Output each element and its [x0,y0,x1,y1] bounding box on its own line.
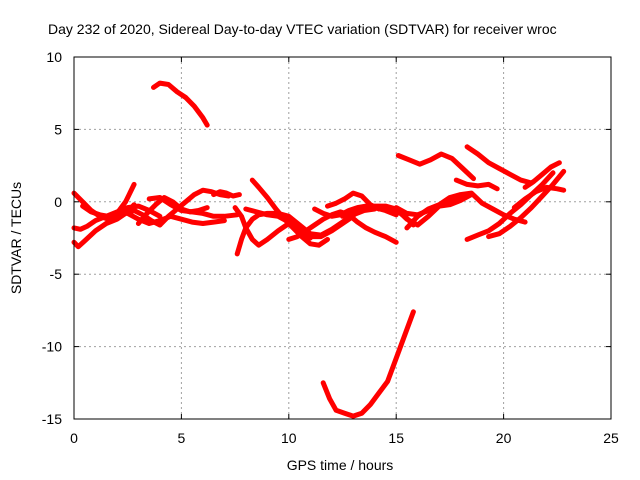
x-axis-title: GPS time / hours [287,457,394,473]
x-tick-label: 25 [603,430,619,446]
series-arc-08 [146,195,240,219]
data-layer [71,80,567,419]
series-arc-high [151,80,210,128]
y-tick-label: 10 [46,49,62,65]
x-tick-label: 5 [178,430,186,446]
y-tick-label: 5 [54,121,62,137]
y-tick-label: -5 [50,266,63,282]
y-axis: -15 -10 -5 0 5 10 [42,49,611,427]
series-arc-04 [80,203,163,228]
series-arc-21 [395,151,476,182]
series-arc-09 [211,189,242,199]
chart-title: Day 232 of 2020, Sidereal Day-to-day VTE… [48,21,557,37]
x-tick-label: 15 [388,430,404,446]
grid [74,57,611,419]
y-tick-label: -15 [42,411,62,427]
x-axis: 0 5 10 15 20 25 [70,57,619,446]
series-arc-23 [464,144,534,186]
series-arc-27 [522,160,562,190]
y-tick-label: 0 [54,194,62,210]
plot-frame [73,56,612,420]
y-tick-label: -10 [42,339,62,355]
x-tick-label: 0 [70,430,78,446]
series-arc-10 [232,205,292,248]
series-arc-14 [275,206,378,238]
series-arc-22 [453,177,500,192]
y-axis-title: SDTVAR / TECUs [8,182,24,294]
x-tick-label: 10 [281,430,297,446]
series-arc-24 [464,170,556,242]
series-arc-low [320,309,416,419]
series-arc-05 [125,210,227,226]
series-arc-26 [511,184,567,211]
series-arc-15 [286,209,399,245]
series-arc-20 [393,192,474,218]
x-tick-label: 20 [496,430,512,446]
